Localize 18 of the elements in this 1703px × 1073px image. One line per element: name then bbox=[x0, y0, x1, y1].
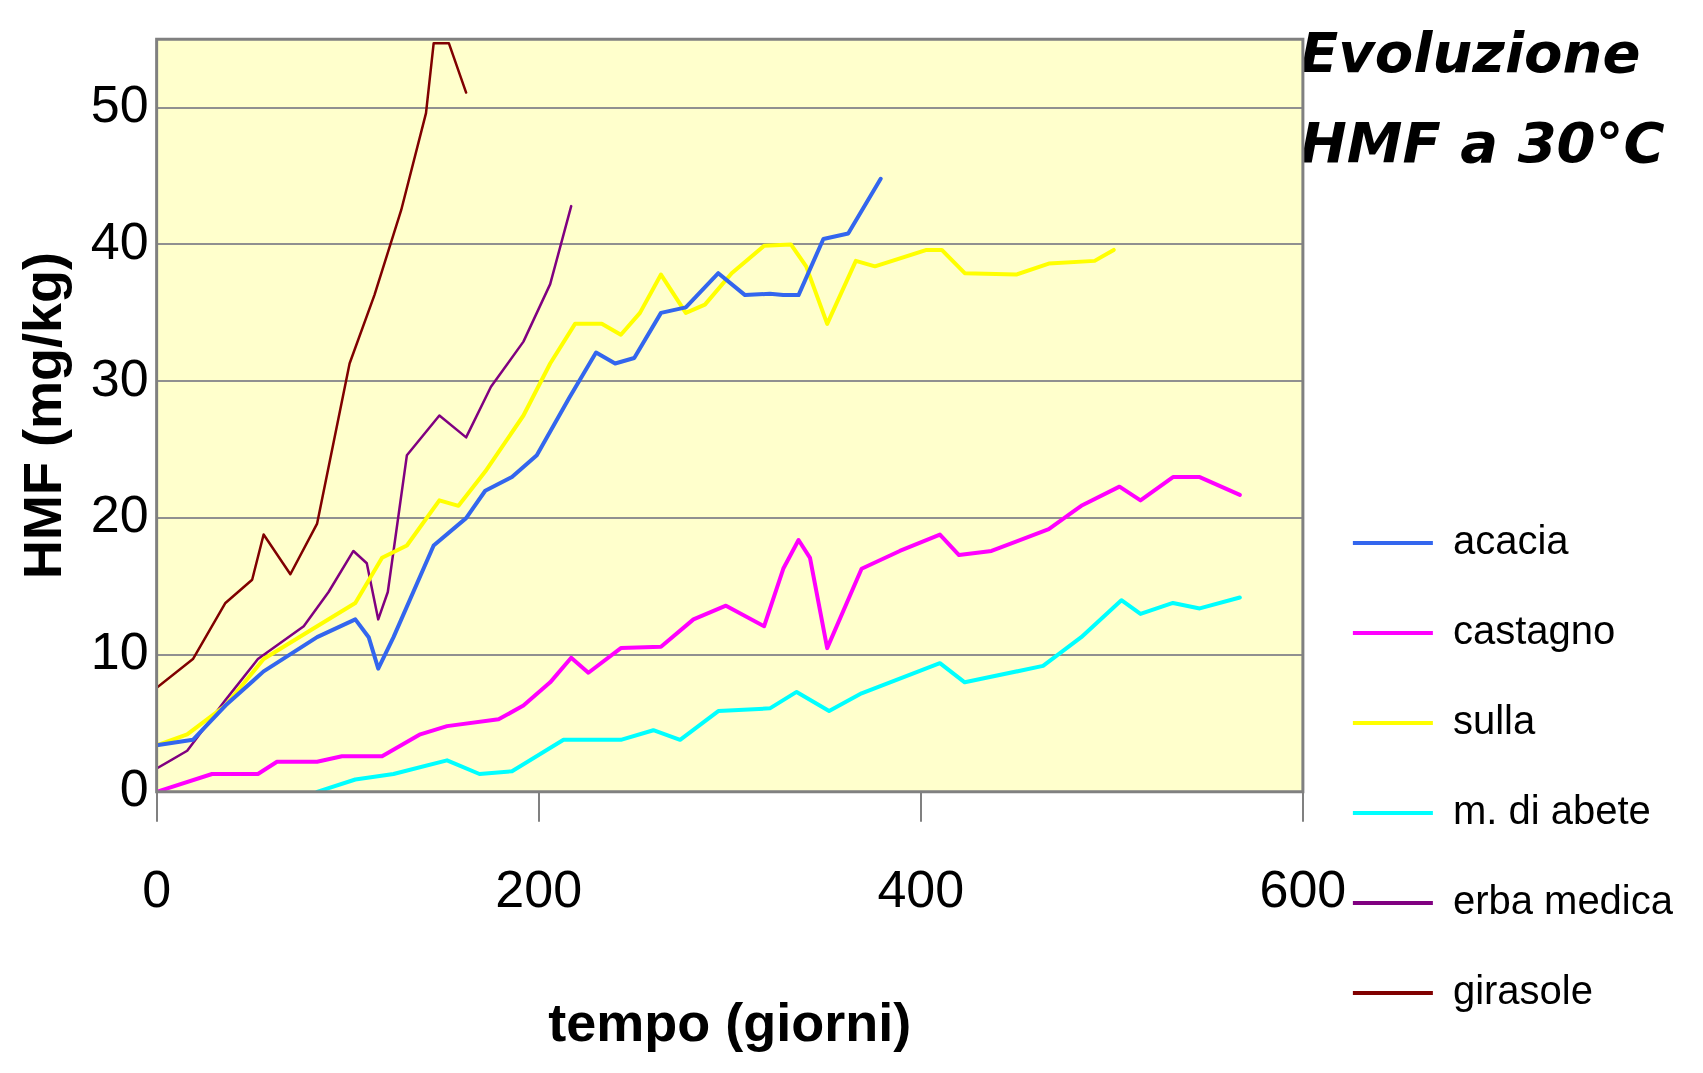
y-tick-label: 30 bbox=[90, 348, 149, 407]
y-tick-label: 10 bbox=[90, 622, 149, 681]
y-tick-label: 0 bbox=[119, 759, 149, 818]
legend-label: sulla bbox=[1452, 698, 1536, 743]
x-tick-label: 400 bbox=[877, 860, 965, 919]
text: Evoluzione HMF a 30°C bbox=[1300, 19, 1666, 177]
legend-label: castagno bbox=[1452, 608, 1616, 653]
x-axis-title: tempo (giorni) bbox=[548, 992, 912, 1053]
legend-label: m. di abete bbox=[1452, 788, 1651, 833]
legend-label: acacia bbox=[1452, 518, 1570, 563]
y-tick-label: 20 bbox=[90, 485, 149, 544]
y-axis-title: HMF (mg/kg) bbox=[12, 252, 73, 579]
x-tick-label: 600 bbox=[1259, 860, 1347, 919]
y-tick-label: 50 bbox=[90, 74, 149, 133]
legend-label: girasole bbox=[1452, 968, 1593, 1013]
x-tick-label: 200 bbox=[495, 860, 583, 919]
legend-label: erba medica bbox=[1452, 878, 1674, 923]
y-tick-label: 40 bbox=[90, 211, 149, 270]
